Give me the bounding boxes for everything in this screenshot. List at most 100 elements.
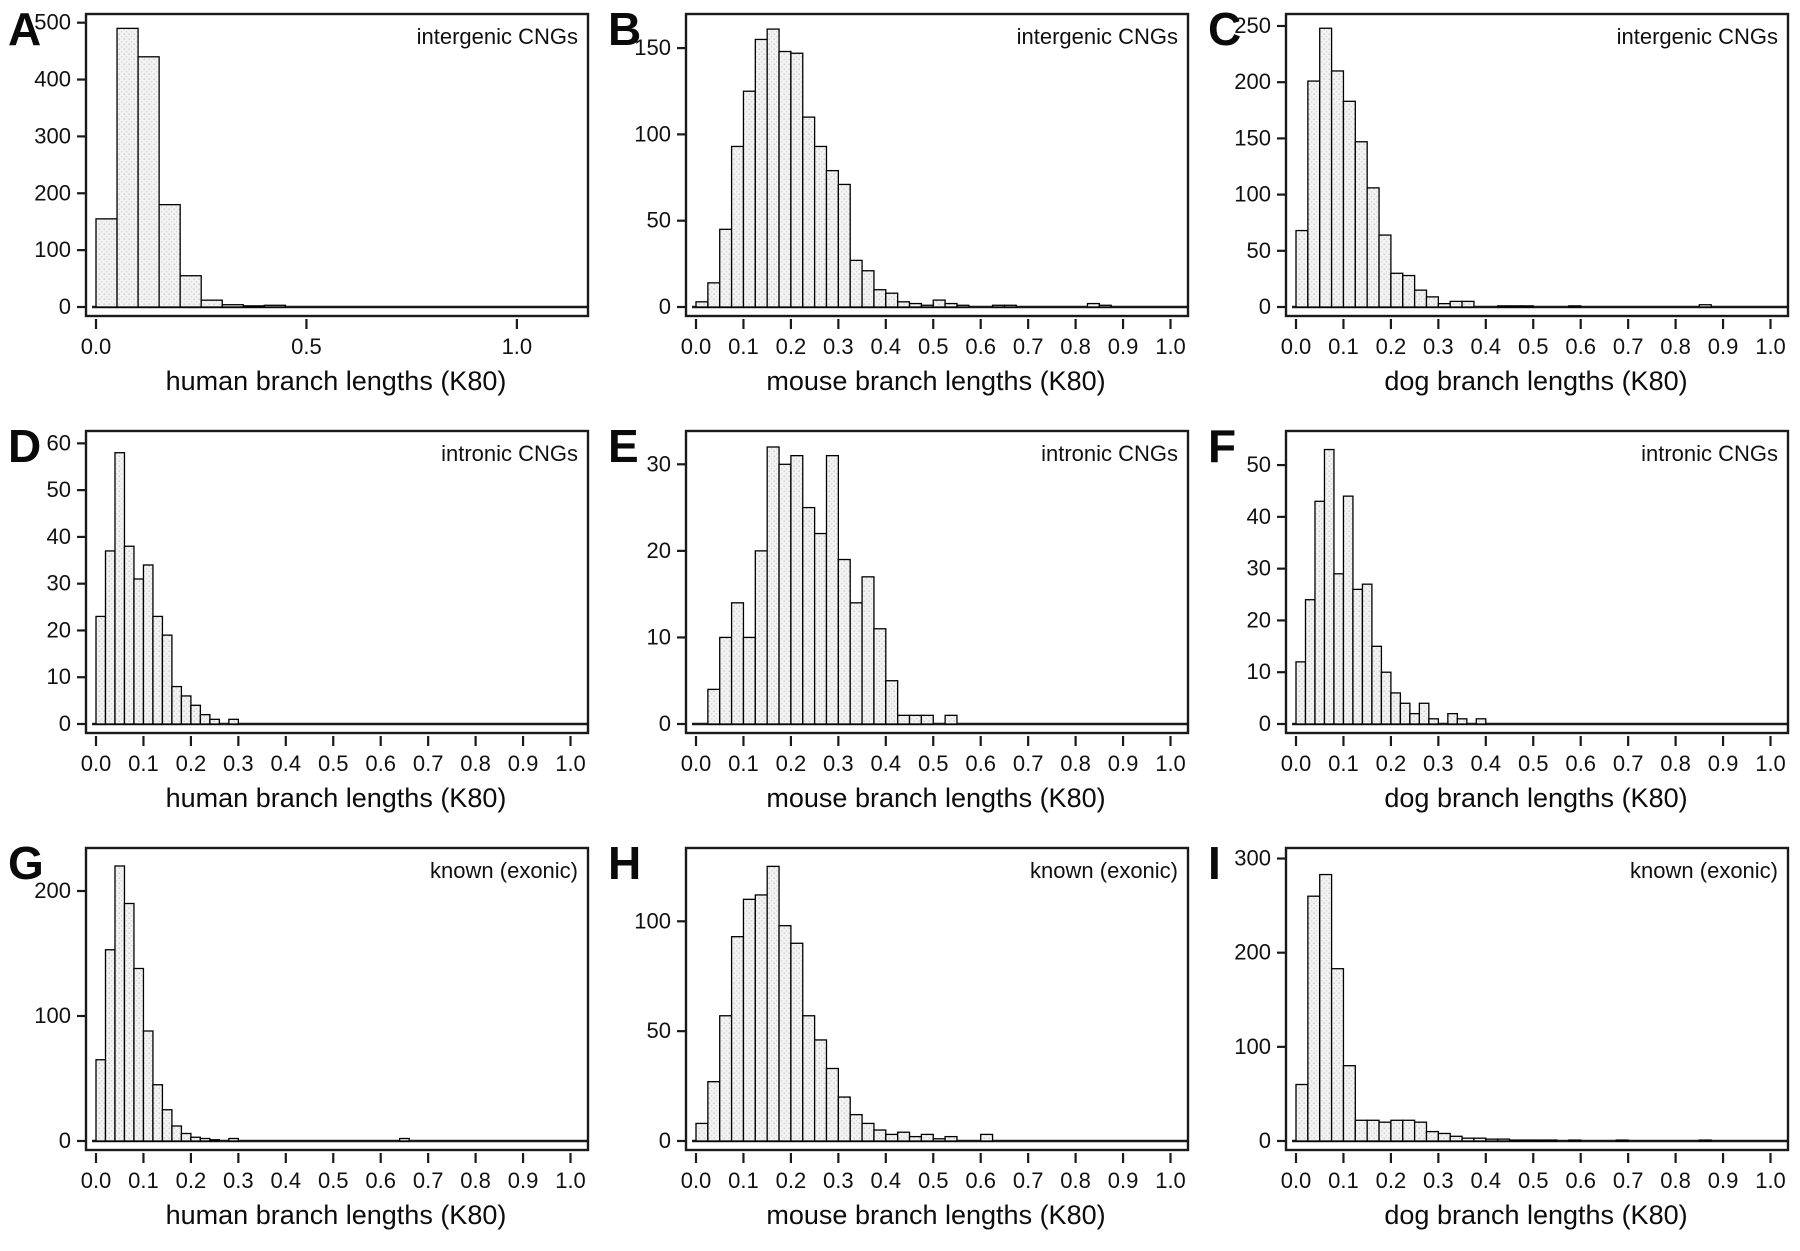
y-tick-label: 200 [34,878,71,903]
histogram-bar [1449,300,1463,308]
y-tick-label: 30 [647,451,671,476]
histogram-bar [199,1137,211,1142]
x-tick-label: 0.7 [413,751,444,776]
histogram-bar [123,902,135,1142]
y-axis: 0 50 100 150 [634,35,686,319]
y-tick-label: 100 [34,237,71,262]
x-tick-label: 0.0 [1281,334,1312,359]
histogram-bar [885,1133,899,1142]
y-tick-label: 0 [59,1128,71,1153]
histogram-bar [137,56,160,308]
histogram-plot: 0 50 100 0.0 0.1 0.2 0.3 0.4 0.5 0.6 0.7 0.8 0.9 1.0 [634,846,1190,1193]
x-tick-label: 0.5 [1518,751,1549,776]
histogram-bar [242,305,265,308]
histogram-bar [897,714,911,725]
histogram-bar [1461,1137,1475,1142]
y-tick-label: 100 [634,908,671,933]
histogram-bar [885,680,899,725]
histogram-bar [1520,1139,1534,1142]
histogram-bar [1361,583,1373,725]
plot-frame [1284,12,1790,318]
histogram-bar [1544,1139,1558,1142]
x-tick-label: 0.3 [223,751,254,776]
histogram-bar [778,925,792,1142]
histogram-bar [1456,718,1468,725]
histogram-bar [1508,305,1523,308]
histogram-bars [1295,448,1487,725]
x-tick-label: 1.0 [1755,1168,1786,1193]
x-tick-label: 0.2 [776,1168,807,1193]
y-tick-label: 0 [1259,294,1271,319]
x-tick-label: 0.7 [413,1168,444,1193]
x-tick-label: 0.9 [508,751,539,776]
y-tick-label: 150 [1234,125,1271,150]
plot-area: 0 100 200 0.0 0.1 0.2 0.3 0.4 0.5 0.6 0.7 0.8 0.9 1.0 [8,842,596,1196]
x-tick-label: 0.1 [128,751,159,776]
y-tick-label: 0 [659,1128,671,1153]
plot-frame [684,12,1190,318]
y-tick-label: 0 [1259,711,1271,736]
plot-frame [1284,429,1790,735]
x-axis: 0.0 0.1 0.2 0.3 0.4 0.5 0.6 0.7 0.8 0.9 1.0 [1281,319,1786,359]
y-axis: 0 50 100 [634,908,686,1153]
histogram-bar [114,865,126,1142]
histogram-bar [1497,305,1511,308]
histogram-bar [190,1136,202,1142]
x-tick-label: 0.3 [1423,1168,1454,1193]
x-tick-label: 0.8 [1660,334,1691,359]
histogram-bars [95,27,287,308]
y-tick-label: 100 [34,1003,71,1028]
histogram-bars [695,28,1112,308]
histogram-bar [908,302,923,308]
histogram-bar [1390,692,1402,725]
x-axis-label: mouse branch lengths (K80) [766,366,1106,396]
y-tick-label: 0 [659,294,671,319]
histogram-bars [95,452,240,725]
histogram-bar [825,169,840,308]
histogram-bar [1371,645,1383,725]
histogram-bar [754,38,768,308]
plot-frame [1284,846,1790,1152]
histogram-bar [200,299,223,308]
histogram-bar [1698,1139,1712,1142]
y-tick-label: 10 [47,664,71,689]
histogram-plot: 0 100 200 300 400 500 0.0 0.5 1.0 [34,10,590,359]
histogram-bar [152,1084,164,1142]
histogram-bar [908,714,923,725]
x-tick-label: 0.8 [1060,751,1091,776]
histogram-bar [1330,70,1345,308]
x-tick-label: 0.0 [81,334,112,359]
histogram-bar [1399,702,1411,725]
histogram-plot: 0 100 200 0.0 0.1 0.2 0.3 0.4 0.5 0.6 0.7 0.8 0.9 1.0 [34,846,590,1193]
histogram-bar [825,1067,840,1142]
y-axis: 0 100 200 [34,878,86,1153]
histogram-bar [1568,1139,1582,1142]
y-axis: 0 10 20 30 [647,451,686,736]
panel-letter: H [608,837,641,889]
x-tick-label: 0.5 [1518,1168,1549,1193]
histogram-bar [1354,1119,1368,1142]
x-tick-label: 0.9 [1708,334,1739,359]
x-axis-label: mouse branch lengths (K80) [766,1200,1106,1230]
x-tick-label: 0.9 [508,1168,539,1193]
panel-annotation: intergenic CNGs [1016,24,1178,49]
histogram-bar [1304,599,1316,725]
histogram-bar [742,636,756,725]
histogram-bar [95,1059,107,1142]
histogram-bar [399,1137,410,1142]
x-tick-label: 0.6 [1565,334,1596,359]
histogram-bar [778,50,792,308]
x-tick-label: 0.7 [1013,334,1044,359]
histogram-bar [944,1135,958,1142]
histogram-bar [1323,448,1335,725]
x-axis: 0.0 0.5 1.0 [81,319,532,359]
panel-letter: B [608,3,641,55]
x-tick-label: 0.7 [1613,334,1644,359]
histogram-bar [1615,1139,1629,1142]
x-tick-label: 0.6 [1565,751,1596,776]
x-tick-label: 0.2 [776,334,807,359]
y-tick-label: 40 [1247,504,1271,529]
y-axis: 0 50 100 150 200 250 [1234,13,1286,319]
histogram-bar [1390,272,1404,308]
